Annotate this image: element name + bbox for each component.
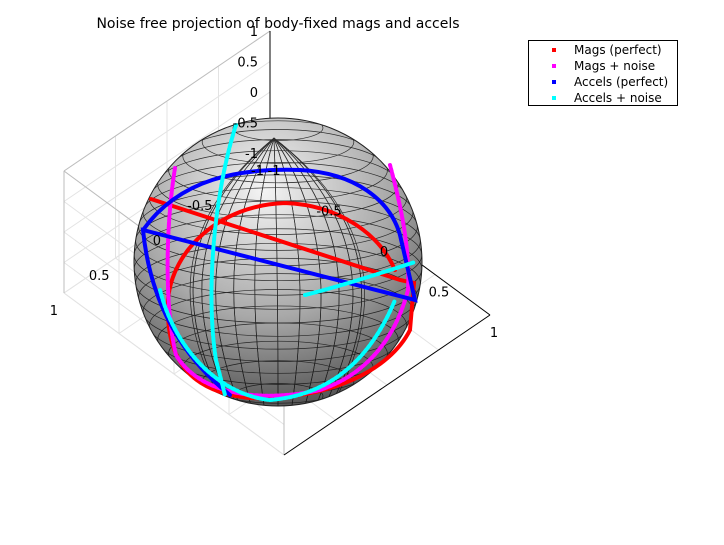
z-tick-label: 1 bbox=[250, 25, 258, 40]
legend: Mags (perfect) Mags + noise Accels (perf… bbox=[528, 40, 678, 106]
latitude-line bbox=[201, 120, 355, 164]
x-tick-label: 1 bbox=[490, 326, 498, 341]
z-tick-label: 0 bbox=[250, 86, 258, 101]
z-tick-label: -0.5 bbox=[233, 117, 258, 132]
sphere-outline bbox=[133, 117, 423, 407]
y-tick-label: -1 bbox=[251, 164, 264, 179]
latitude-line bbox=[232, 118, 324, 141]
legend-item-mags-perfect: Mags (perfect) bbox=[529, 42, 677, 58]
legend-label: Mags + noise bbox=[574, 59, 656, 73]
x-tick-label: 0.5 bbox=[429, 286, 450, 301]
legend-label: Mags (perfect) bbox=[574, 43, 662, 57]
sphere-surface bbox=[133, 117, 423, 407]
grid-line bbox=[63, 61, 271, 202]
grid-line bbox=[63, 292, 285, 456]
legend-label: Accels (perfect) bbox=[574, 75, 669, 89]
series-accels-noise-trace bbox=[158, 123, 417, 403]
x-tick-label: -0.5 bbox=[316, 205, 341, 220]
legend-item-mags-noise: Mags + noise bbox=[529, 58, 677, 74]
y-tick-label: -0.5 bbox=[187, 199, 212, 214]
tick-labels: -1 -0.5 0 0.5 1 -1 -0.5 0 0.5 1 -1 -0.5 0 0.5 1 bbox=[50, 25, 498, 341]
legend-swatch bbox=[552, 80, 556, 84]
y-tick-label: 0 bbox=[153, 234, 161, 249]
z-tick-label: 0.5 bbox=[237, 56, 258, 71]
longitude-line bbox=[254, 137, 275, 406]
latitude-line bbox=[182, 129, 374, 184]
legend-swatch bbox=[552, 48, 556, 52]
box-edge bbox=[63, 30, 271, 172]
series-layer bbox=[140, 123, 418, 403]
longitude-line bbox=[233, 137, 275, 406]
y-tick-label: 0.5 bbox=[89, 269, 110, 284]
y-axis-line bbox=[283, 314, 491, 456]
z-tick-label: -1 bbox=[245, 147, 258, 162]
x-tick-label: 0 bbox=[380, 245, 388, 260]
legend-item-accels-noise: Accels + noise bbox=[529, 90, 677, 106]
legend-swatch bbox=[552, 64, 556, 68]
y-tick-label: 1 bbox=[50, 304, 58, 319]
longitude-line bbox=[201, 137, 275, 406]
longitude-line bbox=[215, 137, 275, 406]
legend-item-accels-perfect: Accels (perfect) bbox=[529, 74, 677, 90]
grid-line bbox=[63, 91, 271, 233]
legend-label: Accels + noise bbox=[574, 91, 662, 105]
chart-title: Noise free projection of body-fixed mags… bbox=[96, 16, 460, 32]
legend-swatch bbox=[552, 96, 556, 100]
x-tick-label: -1 bbox=[268, 164, 281, 179]
